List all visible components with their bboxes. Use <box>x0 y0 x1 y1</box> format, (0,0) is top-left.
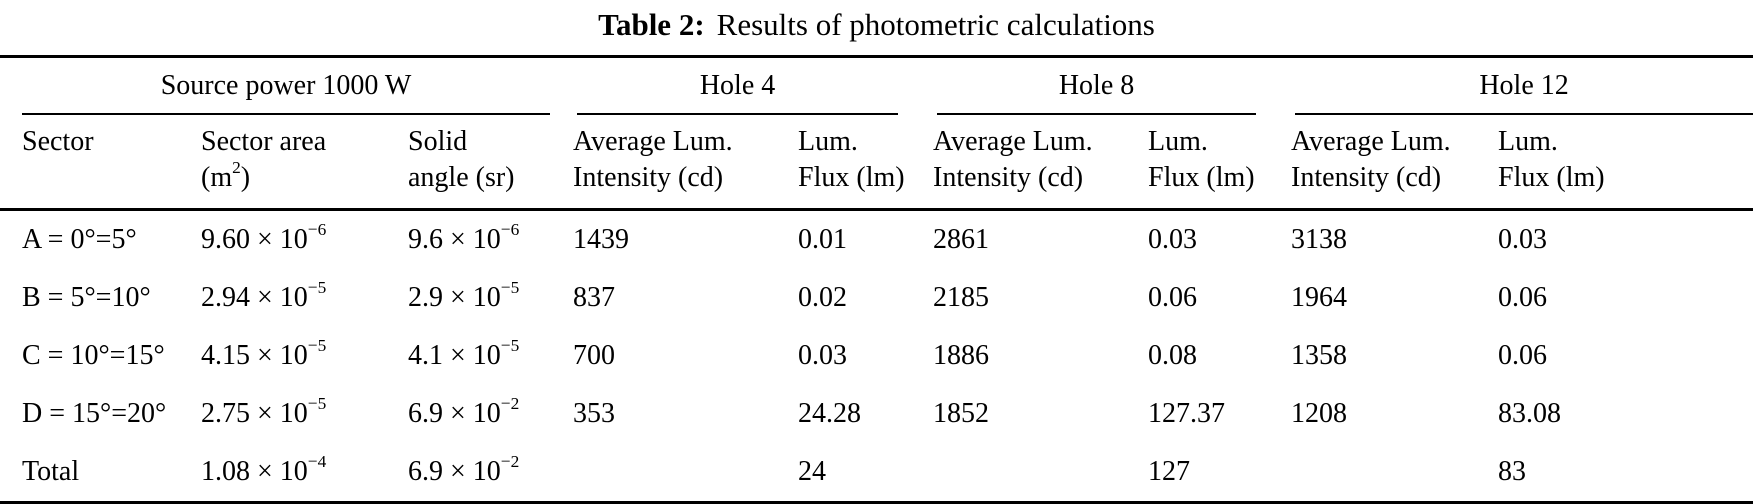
table-cell: 0.08 <box>1148 340 1198 371</box>
col-header-hole4-flux: Lum. Flux (lm) <box>790 115 926 211</box>
table-cell: 1358 <box>1291 340 1348 371</box>
table-cell: 0.06 <box>1498 282 1548 313</box>
group-header-source-power-label: Source power 1000 W <box>22 68 551 115</box>
table-cell: 4.15 × 10−5 <box>201 336 327 371</box>
table-cell: 2.94 × 10−5 <box>201 278 327 313</box>
table-cell: B = 5°=10° <box>22 282 151 313</box>
table-cell <box>1283 443 1490 503</box>
col-header-hole12-intensity: Average Lum. Intensity (cd) <box>1283 115 1491 211</box>
table-cell: 353 <box>573 398 616 429</box>
table-cell: 2861 <box>933 224 990 255</box>
table-cell: 2185 <box>933 282 990 313</box>
table-caption-label: Table 2: <box>598 7 705 42</box>
photometric-results-table: Source power 1000 W Hole 4 Hole 8 Hole 1… <box>0 55 1753 504</box>
table-caption-text: Results of photometric calculations <box>716 7 1155 42</box>
table-cell: 0.06 <box>1148 282 1198 313</box>
group-header-hole-8: Hole 8 <box>925 57 1283 115</box>
table-cell <box>565 443 790 503</box>
table-row-sector-a: A = 0°=5° 9.60 × 10−6 9.6 × 10−6 1439 0.… <box>0 210 1753 270</box>
table-cell: 0.02 <box>798 282 848 313</box>
table-cell <box>925 443 1140 503</box>
table-cell: 1.08 × 10−4 <box>201 452 327 487</box>
table-cell: 127.37 <box>1148 398 1226 429</box>
table-cell: 1208 <box>1291 398 1348 429</box>
group-header-hole-4: Hole 4 <box>565 57 925 115</box>
table-row-sector-b: B = 5°=10° 2.94 × 10−5 2.9 × 10−5 837 0.… <box>0 269 1753 327</box>
table-cell: 837 <box>573 282 616 313</box>
table-cell: 0.06 <box>1498 340 1548 371</box>
col-header-solid-angle: Solid angle (sr) <box>400 115 566 211</box>
col-header-hole4-intensity: Average Lum. Intensity (cd) <box>565 115 791 211</box>
group-header-hole-4-label: Hole 4 <box>577 68 899 115</box>
table-cell: 83 <box>1498 456 1527 487</box>
table-cell: 2.9 × 10−5 <box>408 278 520 313</box>
group-header-hole-12-label: Hole 12 <box>1295 68 1753 115</box>
col-header-hole12-flux: Lum. Flux (lm) <box>1490 115 1753 211</box>
table-cell: 6.9 × 10−2 <box>408 394 520 429</box>
table-row-total: Total 1.08 × 10−4 6.9 × 10−2 24 127 83 <box>0 443 1753 503</box>
col-header-hole8-flux: Lum. Flux (lm) <box>1140 115 1284 211</box>
table-cell: 9.60 × 10−6 <box>201 220 327 255</box>
table-cell: 0.03 <box>798 340 848 371</box>
table-row-sector-d: D = 15°=20° 2.75 × 10−5 6.9 × 10−2 353 2… <box>0 385 1753 443</box>
col-header-sector-area: Sector area (m2) <box>193 115 400 211</box>
table-cell: 2.75 × 10−5 <box>201 394 327 429</box>
table-cell: 1964 <box>1291 282 1348 313</box>
table-cell: 1439 <box>573 224 630 255</box>
group-header-row: Source power 1000 W Hole 4 Hole 8 Hole 1… <box>0 57 1753 115</box>
table-cell: 4.1 × 10−5 <box>408 336 520 371</box>
column-header-row: Sector Sector area (m2) Solid angle (sr) A… <box>0 115 1753 211</box>
table-cell: 0.01 <box>798 224 848 255</box>
table-row-sector-c: C = 10°=15° 4.15 × 10−5 4.1 × 10−5 700 0… <box>0 327 1753 385</box>
table-cell: 127 <box>1148 456 1191 487</box>
table-caption: Table 2: Results of photometric calculati… <box>0 0 1753 55</box>
table-cell: 9.6 × 10−6 <box>408 220 520 255</box>
table-cell: 0.03 <box>1498 224 1548 255</box>
table-cell: Total <box>22 456 80 487</box>
table-cell: 1852 <box>933 398 990 429</box>
table-cell: 700 <box>573 340 616 371</box>
table-cell: C = 10°=15° <box>22 340 165 371</box>
table-cell: 3138 <box>1291 224 1348 255</box>
group-header-source-power: Source power 1000 W <box>0 57 565 115</box>
table-cell: A = 0°=5° <box>22 224 137 255</box>
table-cell: 83.08 <box>1498 398 1562 429</box>
table-cell: 6.9 × 10−2 <box>408 452 520 487</box>
table-cell: 0.03 <box>1148 224 1198 255</box>
table-cell: 24 <box>798 456 827 487</box>
col-header-hole8-intensity: Average Lum. Intensity (cd) <box>925 115 1141 211</box>
group-header-hole-8-label: Hole 8 <box>937 68 1257 115</box>
table-cell: D = 15°=20° <box>22 398 167 429</box>
col-header-sector: Sector <box>0 115 193 211</box>
table-cell: 24.28 <box>798 398 862 429</box>
table-cell: 1886 <box>933 340 990 371</box>
group-header-hole-12: Hole 12 <box>1283 57 1753 115</box>
